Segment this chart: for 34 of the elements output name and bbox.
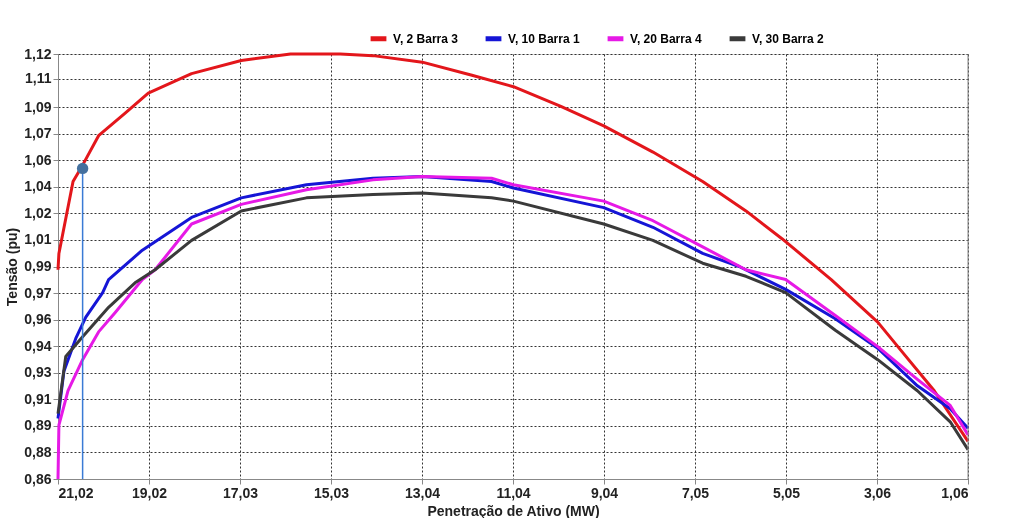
y-tick-label: 0,93 [24, 364, 52, 381]
y-tick-label: 0,86 [24, 470, 52, 487]
x-tick-label: 7,05 [681, 484, 710, 501]
y-tick-label: 1,04 [24, 178, 52, 195]
y-axis-title: Tensão (pu) [4, 227, 21, 307]
x-tick-label: 21,02 [58, 484, 94, 501]
x-tick-label: 15,03 [313, 484, 350, 501]
y-tick-label: 1,01 [24, 231, 52, 248]
x-axis-title: Penetração de Ativo (MW) [427, 502, 600, 518]
y-tick-label: 1,02 [24, 204, 52, 221]
y-tick-label: 1,12 [24, 45, 52, 62]
x-tick-label: 13,04 [404, 484, 441, 501]
y-tick-label: 1,11 [25, 70, 52, 87]
y-tick-label: 1,06 [24, 151, 52, 168]
x-tick-label: 19,02 [131, 484, 168, 501]
y-tick-label: 0,94 [24, 337, 52, 354]
x-tick-label: 11,04 [496, 484, 531, 501]
y-tick-label: 0,88 [24, 443, 52, 460]
legend-label: V, 2 Barra 3 [393, 31, 459, 46]
x-tick-label: 9,04 [590, 484, 619, 501]
y-tick-label: 0,89 [24, 417, 52, 434]
x-tick-label: 3,06 [863, 484, 892, 501]
y-tick-label: 0,91 [24, 390, 52, 407]
legend-label: V, 20 Barra 4 [630, 31, 702, 46]
legend-label: V, 10 Barra 1 [508, 31, 580, 46]
y-tick-label: 0,99 [24, 258, 52, 274]
legend-label: V, 30 Barra 2 [752, 31, 824, 46]
y-tick-label: 0,96 [24, 311, 52, 328]
y-tick-label: 1,09 [24, 98, 52, 115]
x-tick-label: 17,03 [222, 484, 259, 501]
y-tick-label: 0,97 [24, 284, 52, 301]
y-tick-label: 1,07 [24, 125, 52, 142]
x-tick-label: 5,05 [772, 484, 801, 501]
x-tick-label: 1,06 [941, 484, 969, 501]
